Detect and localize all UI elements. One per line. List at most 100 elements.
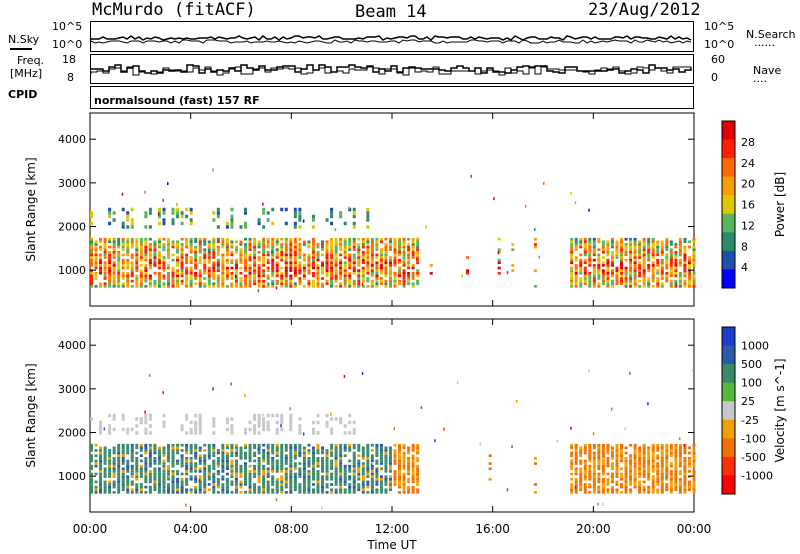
heatmap-cell: [135, 483, 139, 486]
heatmap-cell: [248, 464, 252, 468]
heatmap-cell: [148, 488, 152, 492]
heatmap-cell: [511, 269, 515, 272]
heatmap-cell: [361, 271, 365, 275]
heatmap-cell: [262, 274, 266, 278]
heatmap-cell: [148, 485, 152, 489]
heatmap-cell: [280, 454, 284, 457]
heatmap-cell: [225, 462, 229, 465]
heatmap-cell: [153, 485, 157, 489]
heatmap-cell: [221, 470, 225, 473]
heatmap-cell: [262, 211, 266, 215]
heatmap-cell: [683, 279, 687, 283]
heatmap-cell: [266, 240, 270, 244]
heatmap-cell: [579, 277, 583, 280]
heatmap-cell: [601, 477, 605, 481]
heatmap-cell: [583, 472, 587, 476]
heatmap-cell: [592, 462, 596, 465]
heatmap-cell: [171, 266, 175, 270]
heatmap-cell: [221, 266, 225, 270]
heatmap-cell: [144, 243, 148, 246]
heatmap-cell: [330, 274, 334, 278]
heatmap-cell: [343, 240, 347, 244]
heatmap-cell: [171, 269, 175, 272]
heatmap-speckle: [266, 268, 269, 272]
heatmap-cell: [669, 485, 673, 489]
heatmap-cell: [348, 475, 352, 478]
heatmap-cell: [352, 443, 356, 447]
heatmap-cell: [574, 264, 578, 267]
heatmap-cell: [144, 480, 148, 484]
heatmap-cell: [601, 467, 605, 471]
heatmap-cell: [266, 245, 270, 249]
heatmap-cell: [606, 483, 610, 486]
heatmap-cell: [298, 207, 302, 212]
heatmap-cell: [638, 253, 642, 257]
heatmap-cell: [393, 477, 397, 481]
heatmap-cell: [325, 240, 329, 244]
heatmap-cell: [370, 269, 374, 272]
heatmap-cell: [665, 451, 669, 455]
heatmap-cell: [398, 464, 402, 468]
heatmap-cell: [683, 467, 687, 471]
heatmap-cell: [126, 266, 130, 270]
heatmap-cell: [234, 258, 238, 262]
heatmap-cell: [579, 451, 583, 455]
heatmap-cell: [293, 285, 297, 288]
heatmap-cell: [361, 472, 365, 476]
heatmap-cell: [135, 279, 139, 283]
heatmap-cell: [610, 449, 614, 452]
heatmap-cell: [610, 475, 614, 478]
heatmap-cell: [615, 464, 619, 468]
heatmap-cell: [162, 248, 166, 251]
heatmap-cell: [339, 285, 343, 288]
heatmap-cell: [357, 462, 361, 465]
heatmap-cell: [398, 258, 402, 262]
heatmap-cell: [144, 225, 148, 229]
heatmap-cell: [656, 475, 660, 478]
heatmap-cell: [624, 472, 628, 476]
heatmap-cell: [348, 207, 352, 212]
heatmap-cell: [280, 277, 284, 280]
heatmap-cell: [148, 245, 152, 249]
heatmap-cell: [352, 477, 356, 481]
heatmap-cell: [153, 264, 157, 267]
heatmap-cell: [94, 245, 98, 249]
heatmap-cell: [198, 480, 202, 484]
heatmap-cell: [683, 456, 687, 460]
heatmap-cell: [244, 431, 248, 435]
heatmap-cell: [185, 207, 189, 212]
heatmap-cell: [207, 248, 211, 251]
heatmap-cell: [370, 245, 374, 249]
heatmap-cell: [665, 485, 669, 489]
heatmap-cell: [207, 277, 211, 280]
heatmap-cell: [642, 459, 646, 463]
heatmap-speckle: [144, 190, 146, 194]
y-axis-label: Slant Range [km]: [24, 157, 38, 261]
heatmap-cell: [592, 269, 596, 272]
heatmap-cell: [316, 472, 320, 476]
heatmap-cell: [570, 454, 574, 457]
heatmap-cell: [370, 456, 374, 460]
heatmap-cell: [343, 454, 347, 457]
heatmap-cell: [221, 467, 225, 471]
heatmap-cell: [271, 256, 275, 259]
heatmap-cell: [94, 462, 98, 465]
heatmap-speckle: [574, 485, 577, 489]
heatmap-speckle: [103, 427, 106, 431]
heatmap-cell: [266, 424, 270, 428]
heatmap-cell: [343, 483, 347, 486]
heatmap-cell: [203, 277, 207, 280]
heatmap-cell: [289, 483, 293, 486]
heatmap-cell: [407, 449, 411, 452]
colorbar-swatch: [722, 364, 735, 384]
heatmap-cell: [108, 485, 112, 489]
heatmap-cell: [669, 274, 673, 278]
heatmap-cell: [416, 269, 420, 272]
heatmap-cell: [334, 462, 338, 465]
heatmap-cell: [275, 449, 279, 452]
heatmap-cell: [194, 256, 198, 259]
heatmap-cell: [357, 256, 361, 259]
heatmap-cell: [665, 475, 669, 478]
heatmap-cell: [601, 459, 605, 463]
heatmap-cell: [153, 449, 157, 452]
